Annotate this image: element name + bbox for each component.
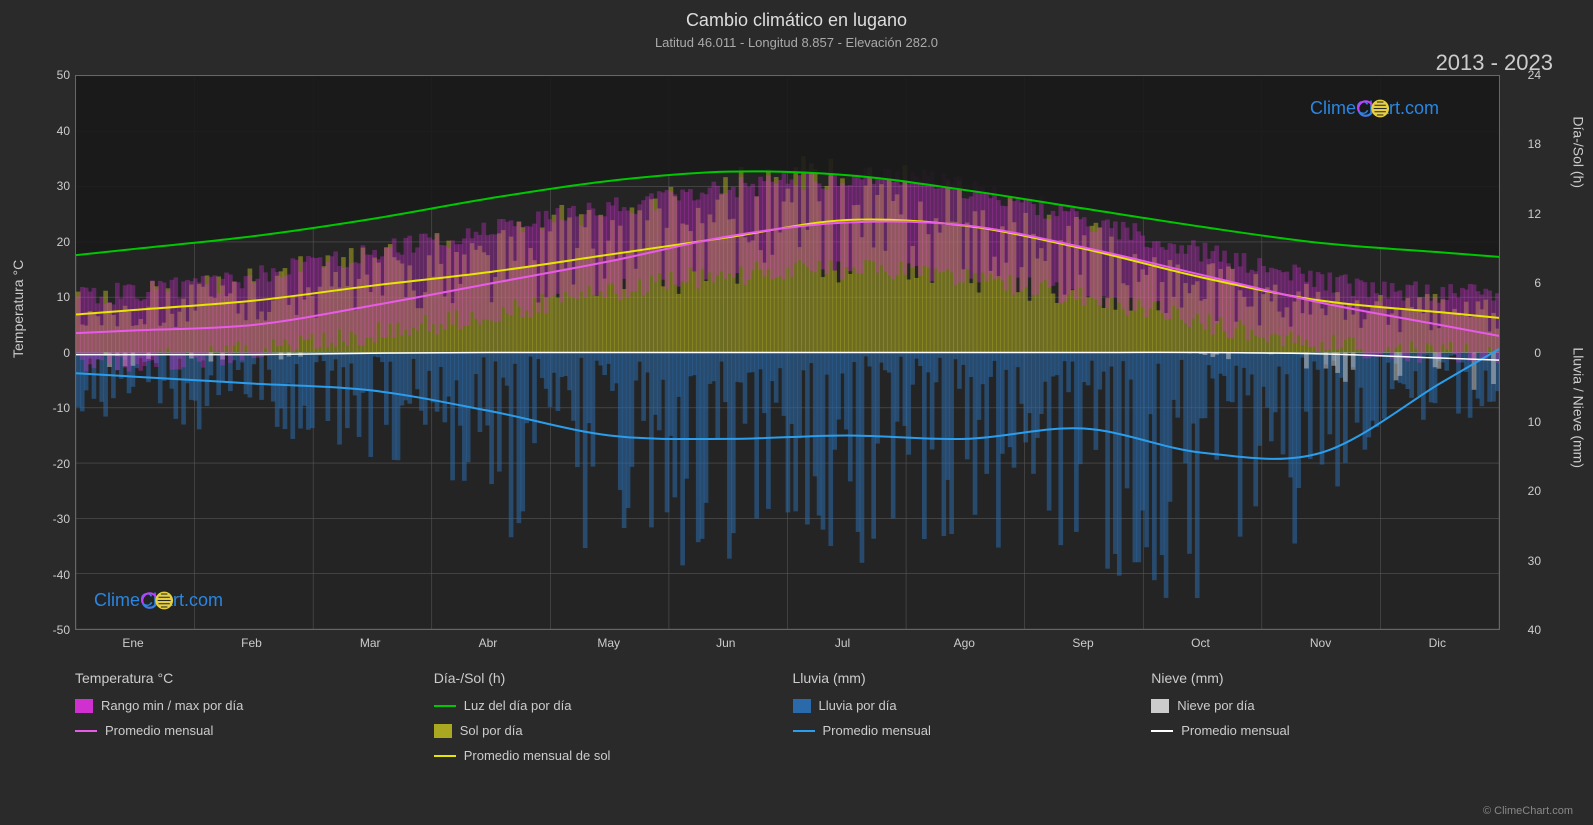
y-tick-left: 20	[45, 235, 70, 249]
legend: Temperatura °C Rango min / max por día Pro…	[75, 670, 1500, 773]
y-axis-left-label: Temperatura °C	[10, 260, 26, 358]
y-tick-left: 50	[45, 68, 70, 82]
x-tick: Mar	[360, 636, 381, 650]
legend-item: Nieve por día	[1151, 698, 1500, 713]
y-tick-right: 0	[1534, 346, 1541, 360]
y-tick-left: -30	[45, 512, 70, 526]
legend-line-icon	[75, 730, 97, 732]
climechart-logo-icon	[1310, 98, 1439, 119]
legend-label: Promedio mensual	[1181, 723, 1289, 738]
legend-label: Nieve por día	[1177, 698, 1254, 713]
legend-swatch-icon	[434, 724, 452, 738]
x-tick: Dic	[1429, 636, 1446, 650]
legend-line-icon	[434, 705, 456, 707]
legend-line-icon	[1151, 730, 1173, 732]
legend-header: Día-/Sol (h)	[434, 670, 783, 686]
legend-header: Temperatura °C	[75, 670, 424, 686]
x-tick: Ago	[954, 636, 975, 650]
y-tick-right: 40	[1528, 623, 1541, 637]
legend-line-icon	[793, 730, 815, 732]
legend-item: Promedio mensual	[75, 723, 424, 738]
y-tick-right: 30	[1528, 554, 1541, 568]
legend-header: Lluvia (mm)	[793, 670, 1142, 686]
y-axis-right-bottom-label: Lluvia / Nieve (mm)	[1571, 347, 1587, 468]
legend-label: Rango min / max por día	[101, 698, 243, 713]
y-tick-right: 6	[1534, 276, 1541, 290]
legend-column: Lluvia (mm) Lluvia por día Promedio mensua…	[793, 670, 1142, 773]
x-tick: Sep	[1072, 636, 1093, 650]
y-tick-left: -40	[45, 568, 70, 582]
y-tick-right: 10	[1528, 415, 1541, 429]
y-tick-left: 40	[45, 124, 70, 138]
legend-header: Nieve (mm)	[1151, 670, 1500, 686]
chart-subtitle: Latitud 46.011 - Longitud 8.857 - Elevac…	[0, 31, 1593, 50]
legend-label: Lluvia por día	[819, 698, 897, 713]
plot-area: ClimeChart.com ClimeChart.com	[75, 75, 1500, 630]
legend-item: Luz del día por día	[434, 698, 783, 713]
x-tick: May	[597, 636, 620, 650]
y-tick-left: 0	[45, 346, 70, 360]
climechart-logo-icon	[94, 590, 223, 611]
y-tick-left: -50	[45, 623, 70, 637]
y-tick-right: 12	[1528, 207, 1541, 221]
watermark-top: ClimeChart.com	[1310, 98, 1439, 119]
legend-swatch-icon	[75, 699, 93, 713]
y-tick-right: 20	[1528, 484, 1541, 498]
legend-item: Promedio mensual	[793, 723, 1142, 738]
legend-label: Sol por día	[460, 723, 523, 738]
y-tick-left: -20	[45, 457, 70, 471]
x-tick: Oct	[1191, 636, 1210, 650]
legend-label: Promedio mensual	[105, 723, 213, 738]
legend-item: Promedio mensual de sol	[434, 748, 783, 763]
legend-column: Nieve (mm) Nieve por día Promedio mensual	[1151, 670, 1500, 773]
y-tick-left: 30	[45, 179, 70, 193]
y-axis-right-top-label: Día-/Sol (h)	[1571, 116, 1587, 188]
legend-line-icon	[434, 755, 456, 757]
copyright-label: © ClimeChart.com	[1483, 805, 1573, 817]
legend-label: Promedio mensual	[823, 723, 931, 738]
y-tick-right: 24	[1528, 68, 1541, 82]
legend-swatch-icon	[793, 699, 811, 713]
watermark-bottom: ClimeChart.com	[94, 590, 223, 611]
x-tick: Jul	[835, 636, 850, 650]
legend-column: Temperatura °C Rango min / max por día Pro…	[75, 670, 424, 773]
x-tick: Jun	[716, 636, 735, 650]
legend-column: Día-/Sol (h) Luz del día por día Sol por d…	[434, 670, 783, 773]
climate-chart: Cambio climático en lugano Latitud 46.01…	[0, 0, 1593, 825]
legend-item: Promedio mensual	[1151, 723, 1500, 738]
legend-item: Sol por día	[434, 723, 783, 738]
x-tick: Nov	[1310, 636, 1331, 650]
legend-label: Luz del día por día	[464, 698, 572, 713]
x-tick: Abr	[479, 636, 498, 650]
y-tick-left: 10	[45, 290, 70, 304]
legend-item: Lluvia por día	[793, 698, 1142, 713]
legend-label: Promedio mensual de sol	[464, 748, 611, 763]
legend-item: Rango min / max por día	[75, 698, 424, 713]
x-tick: Feb	[241, 636, 262, 650]
y-tick-right: 18	[1528, 137, 1541, 151]
chart-title: Cambio climático en lugano	[0, 0, 1593, 31]
legend-swatch-icon	[1151, 699, 1169, 713]
y-tick-left: -10	[45, 401, 70, 415]
x-tick: Ene	[122, 636, 143, 650]
